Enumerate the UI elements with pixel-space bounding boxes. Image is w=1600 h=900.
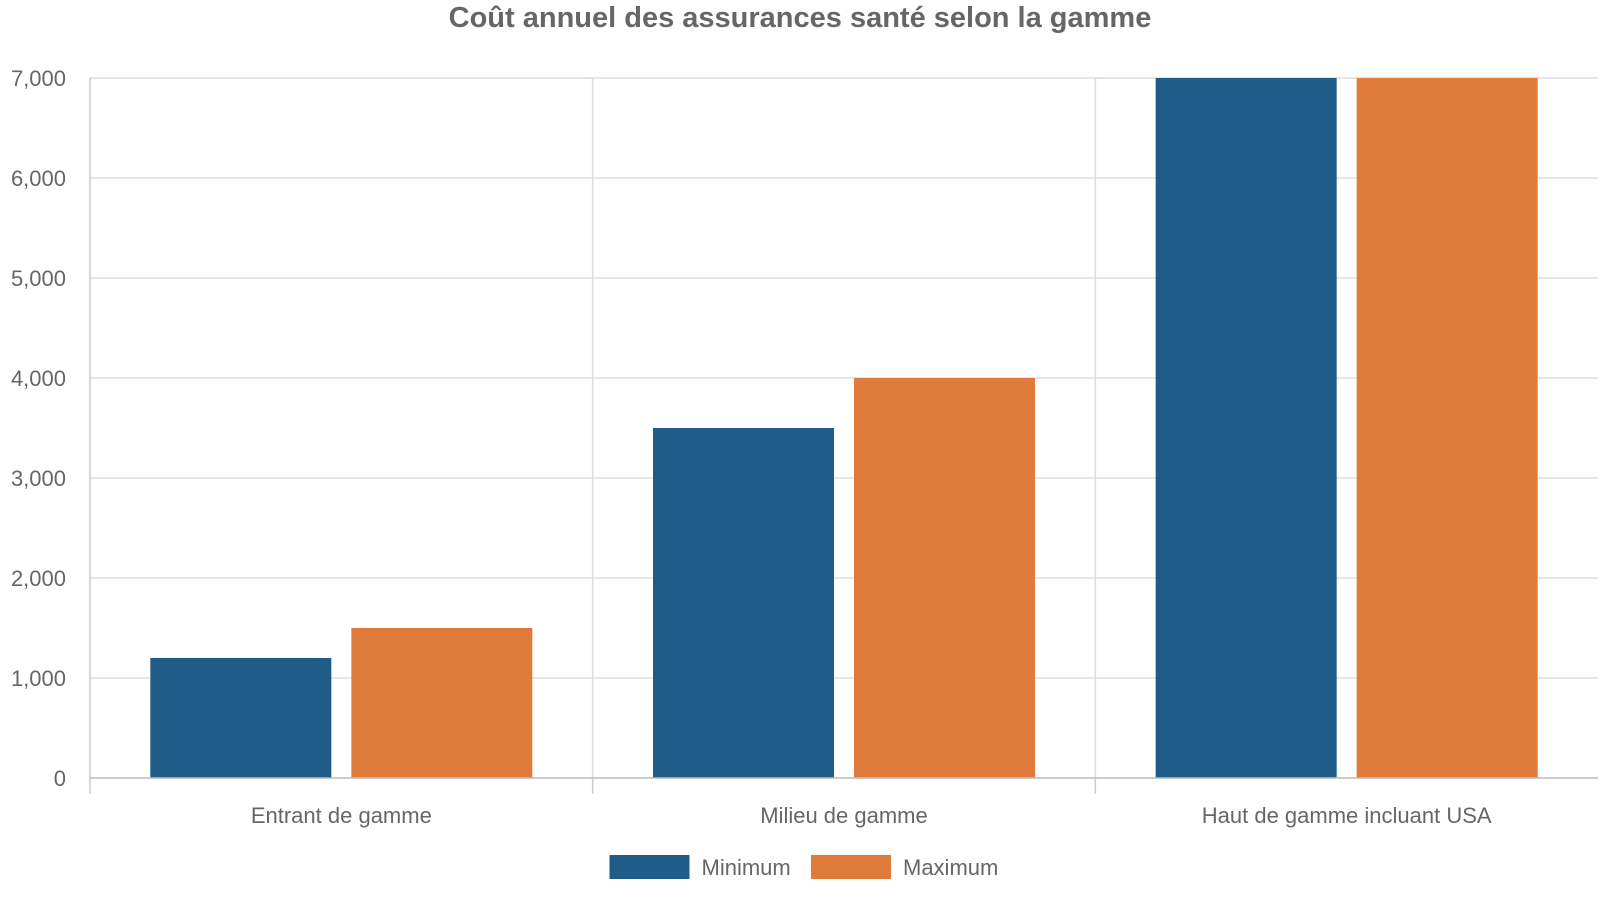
bar-maximum bbox=[351, 628, 533, 778]
chart-title: Coût annuel des assurances santé selon l… bbox=[448, 2, 1152, 34]
bar-minimum bbox=[1155, 78, 1337, 778]
bars bbox=[150, 78, 1538, 778]
legend: Minimum Maximum bbox=[609, 855, 998, 880]
y-tick-label: 5,000 bbox=[11, 266, 66, 291]
legend-swatch-minimum bbox=[609, 855, 690, 879]
x-tick-label: Haut de gamme incluant USA bbox=[1202, 803, 1492, 828]
y-tick-label: 6,000 bbox=[11, 166, 66, 191]
bar-minimum bbox=[653, 428, 834, 778]
y-tick-label: 7,000 bbox=[11, 66, 66, 91]
y-tick-label: 3,000 bbox=[11, 466, 66, 491]
legend-label-maximum: Maximum bbox=[903, 855, 998, 880]
x-tick-label: Entrant de gamme bbox=[251, 803, 432, 828]
x-tick-label: Milieu de gamme bbox=[760, 803, 928, 828]
axes: 0 1,000 2,000 3,000 4,000 5,000 6,000 7,000 Entr… bbox=[11, 66, 1598, 828]
y-tick-label: 1,000 bbox=[11, 666, 66, 691]
bar-maximum bbox=[1356, 78, 1538, 778]
bar-minimum bbox=[150, 658, 332, 778]
bar-maximum bbox=[854, 378, 1035, 778]
y-tick-label: 0 bbox=[54, 766, 66, 791]
y-tick-label: 2,000 bbox=[11, 566, 66, 591]
legend-swatch-maximum bbox=[811, 855, 891, 879]
grid-lines bbox=[90, 77, 1598, 778]
legend-label-minimum: Minimum bbox=[702, 855, 791, 880]
y-tick-label: 4,000 bbox=[11, 366, 66, 391]
